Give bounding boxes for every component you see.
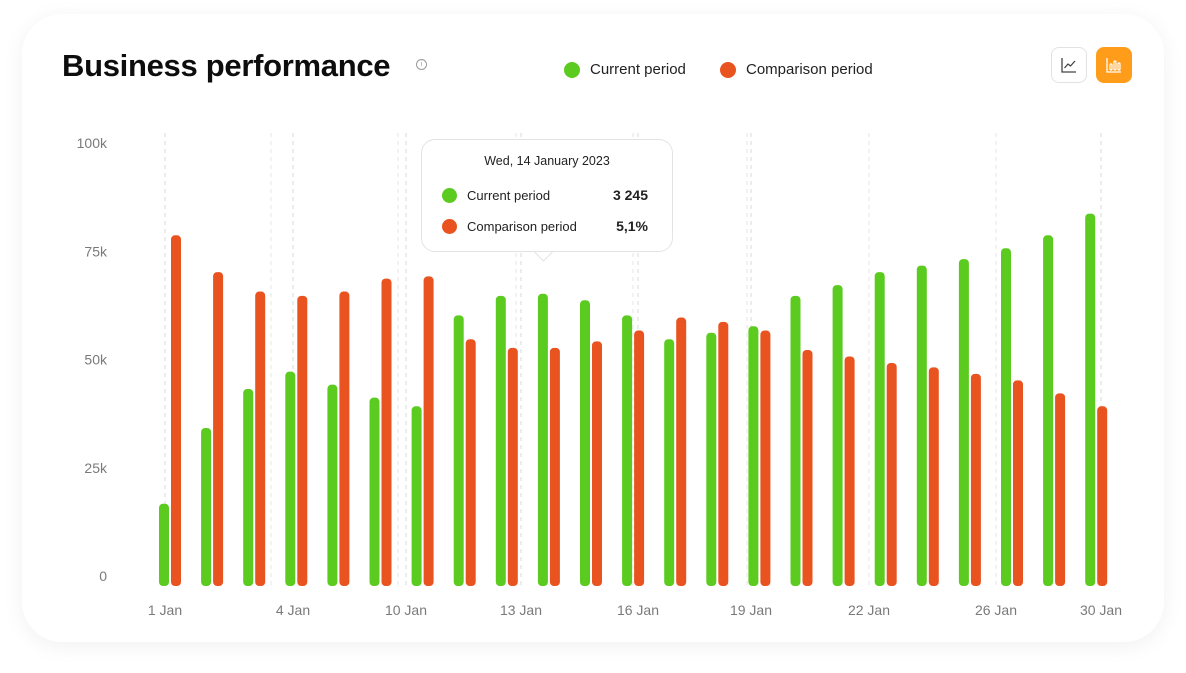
bar-current[interactable] <box>916 265 927 586</box>
bar-current[interactable] <box>748 326 759 586</box>
page-title: Business performance <box>62 48 391 83</box>
bar-chart-button[interactable] <box>1096 47 1132 83</box>
bar-current[interactable] <box>622 315 633 586</box>
x-tick-label: 13 Jan <box>500 602 542 618</box>
bar-comparison[interactable] <box>1097 406 1108 586</box>
y-tick-label: 100k <box>77 135 108 151</box>
legend-label-current: Current period <box>590 61 686 78</box>
bar-comparison[interactable] <box>760 330 771 586</box>
x-tick-label: 19 Jan <box>730 602 772 618</box>
legend-dot-current <box>564 61 580 78</box>
x-tick-label: 1 Jan <box>148 602 182 618</box>
bar-comparison[interactable] <box>970 373 981 586</box>
tooltip-row-comparison: Comparison period 5,1% <box>442 218 648 234</box>
bar-current[interactable] <box>495 295 506 586</box>
bar-current[interactable] <box>327 384 338 586</box>
bar-comparison[interactable] <box>381 278 392 586</box>
x-tick-label: 30 Jan <box>1080 602 1122 618</box>
bar-current[interactable] <box>790 295 801 586</box>
x-tick-label: 26 Jan <box>975 602 1017 618</box>
legend-item-comparison[interactable]: Comparison period <box>720 61 873 78</box>
tooltip-row-current: Current period 3 245 <box>442 187 648 203</box>
info-icon[interactable]: i <box>416 59 427 70</box>
bar-comparison[interactable] <box>297 295 308 586</box>
bar-comparison[interactable] <box>676 317 687 586</box>
y-tick-label: 50k <box>84 352 108 368</box>
bar-current[interactable] <box>159 503 169 586</box>
tooltip-value-comparison: 5,1% <box>616 218 648 234</box>
bar-current[interactable] <box>1043 235 1054 586</box>
y-tick-label: 0 <box>99 568 107 584</box>
bar-current[interactable] <box>411 406 422 586</box>
legend-dot-comparison <box>720 61 736 78</box>
x-tick-label: 16 Jan <box>617 602 659 618</box>
legend-item-current[interactable]: Current period <box>564 61 686 78</box>
tooltip-value-current: 3 245 <box>612 187 648 203</box>
bar-comparison[interactable] <box>802 350 813 586</box>
bar-comparison[interactable] <box>928 367 939 586</box>
bar-comparison[interactable] <box>1055 393 1066 586</box>
bar-comparison[interactable] <box>592 341 602 586</box>
bar-comparison[interactable] <box>255 291 266 586</box>
legend-label-comparison: Comparison period <box>746 61 873 78</box>
y-tick-label: 75k <box>84 243 108 259</box>
bar-chart-icon <box>1106 58 1121 73</box>
bar-comparison[interactable] <box>339 291 350 586</box>
bar-comparison[interactable] <box>507 347 518 586</box>
tooltip-label-current: Current period <box>467 187 551 203</box>
x-tick-label: 10 Jan <box>385 602 427 618</box>
bar-current[interactable] <box>243 388 254 586</box>
bar-current[interactable] <box>664 339 675 586</box>
bar-comparison[interactable] <box>213 272 224 586</box>
bar-current[interactable] <box>285 371 296 586</box>
bar-current[interactable] <box>453 315 464 586</box>
tooltip: Wed, 14 January 2023 Current period 3 24… <box>421 139 673 252</box>
bar-comparison[interactable] <box>844 356 855 586</box>
bar-comparison[interactable] <box>171 235 181 586</box>
tooltip-dot-comparison <box>442 218 457 234</box>
tooltip-date: Wed, 14 January 2023 <box>484 154 610 168</box>
line-chart-icon <box>1061 58 1076 73</box>
bar-comparison[interactable] <box>423 276 434 586</box>
bar-current[interactable] <box>832 285 843 586</box>
y-tick-label: 25k <box>84 460 108 476</box>
bar-comparison[interactable] <box>1013 380 1023 586</box>
bar-comparison[interactable] <box>549 347 560 586</box>
bar-comparison[interactable] <box>886 363 897 586</box>
line-chart-button[interactable] <box>1051 47 1087 83</box>
bar-current[interactable] <box>1085 213 1096 586</box>
bar-current[interactable] <box>580 300 590 586</box>
bar-current[interactable] <box>706 332 717 586</box>
bar-current[interactable] <box>201 427 212 586</box>
x-tick-label: 4 Jan <box>276 602 310 618</box>
bar-current[interactable] <box>958 259 969 586</box>
tooltip-label-comparison: Comparison period <box>467 218 577 234</box>
bar-comparison[interactable] <box>465 339 476 586</box>
bar-current[interactable] <box>874 272 885 586</box>
tooltip-dot-current <box>442 187 457 203</box>
bar-comparison[interactable] <box>718 321 729 586</box>
bar-current[interactable] <box>369 397 380 586</box>
bar-current[interactable] <box>537 293 548 586</box>
x-tick-label: 22 Jan <box>848 602 890 618</box>
bar-comparison[interactable] <box>634 330 645 586</box>
bar-current[interactable] <box>1001 248 1011 586</box>
